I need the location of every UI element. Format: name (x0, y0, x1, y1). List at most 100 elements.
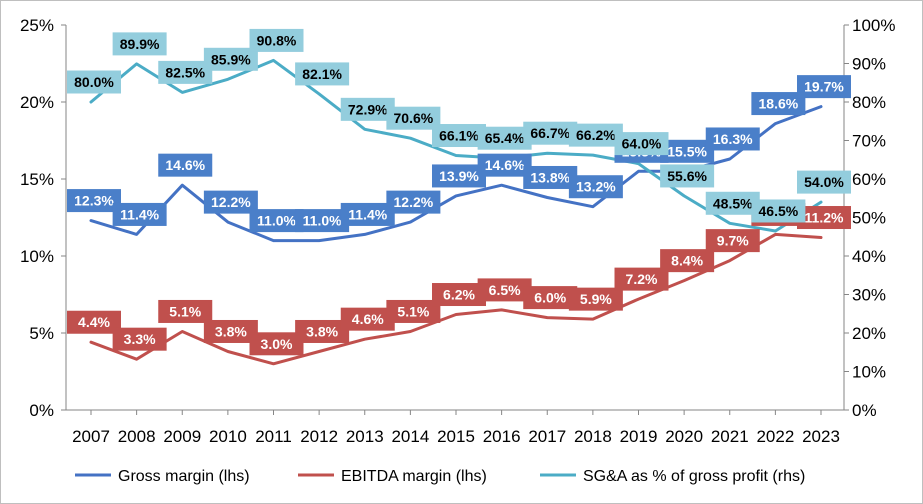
data-label-box (203, 190, 258, 214)
data-label-box (705, 127, 760, 151)
data-label-box (432, 124, 486, 148)
x-tick-label: 2017 (528, 427, 566, 446)
data-label-box (67, 310, 121, 334)
data-label-box (158, 153, 213, 177)
data-label: 9.7% (717, 233, 749, 249)
data-label-box (614, 132, 669, 156)
data-label: 11.4% (348, 206, 387, 222)
data-label: 14.6% (165, 157, 205, 173)
data-label: 70.6% (394, 110, 434, 126)
data-label: 12.2% (211, 194, 251, 210)
data-label-box (660, 164, 715, 188)
x-tick-label: 2013 (346, 427, 384, 446)
data-label: 7.2% (626, 271, 658, 287)
data-label-box (477, 278, 532, 302)
right-tick-label: 90% (852, 55, 886, 74)
data-label: 4.4% (78, 314, 110, 330)
data-label: 16.3% (713, 131, 753, 147)
data-label: 13.9% (439, 168, 479, 184)
data-label-box (295, 62, 350, 86)
x-tick-label: 2014 (391, 427, 429, 446)
data-label-box (249, 209, 304, 233)
data-label-box (660, 139, 715, 163)
right-tick-label: 70% (852, 132, 886, 151)
data-label: 46.5% (759, 203, 799, 219)
data-label: 64.0% (622, 136, 662, 152)
data-label: 11.4% (120, 206, 159, 222)
data-label-box (477, 153, 532, 177)
series-line-sg-a-as-of-gross-profit-rhs (89, 58, 823, 233)
left-tick-label: 25% (20, 16, 54, 35)
data-label: 72.9% (348, 101, 388, 117)
data-label-box (203, 319, 258, 343)
data-label-box (249, 28, 304, 52)
x-tick-label: 2023 (802, 427, 840, 446)
legend-label: SG&A as % of gross profit (rhs) (583, 468, 805, 485)
data-label: 11.0% (303, 213, 342, 229)
data-label: 82.5% (165, 64, 205, 80)
data-label: 12.3% (74, 193, 114, 209)
data-label: 54.0% (804, 174, 844, 190)
data-label-box (112, 202, 167, 226)
data-label: 82.1% (302, 66, 342, 82)
data-label-box (568, 175, 623, 199)
data-label-box (158, 299, 213, 323)
data-label-box (340, 202, 395, 226)
data-label-box (797, 170, 851, 194)
left-axis-ticks: 0% 5% 10% 15% 20% 25% (20, 16, 66, 420)
data-label-box (705, 229, 760, 253)
data-label-box (660, 249, 715, 273)
data-label: 80.0% (74, 74, 114, 90)
data-label-box (158, 60, 213, 84)
left-tick-label: 15% (20, 170, 54, 189)
data-label: 85.9% (211, 51, 251, 67)
x-axis-ticks: 2007 2008 2009 2010 2011 2012 2013 2014 2015 2016… (72, 410, 840, 446)
data-label: 6.5% (489, 282, 521, 298)
data-label-box (203, 47, 258, 71)
data-label-box (705, 191, 760, 215)
data-label-box (523, 286, 578, 310)
data-label: 19.7% (804, 79, 844, 95)
data-label-box (295, 209, 350, 233)
x-tick-label: 2010 (209, 427, 247, 446)
data-label: 14.6% (485, 157, 525, 173)
left-tick-label: 10% (20, 247, 54, 266)
data-label: 66.1% (439, 128, 479, 144)
left-tick-label: 0% (29, 401, 54, 420)
data-label-box (751, 92, 806, 116)
x-tick-label: 2008 (118, 427, 156, 446)
data-label-box (568, 287, 623, 311)
data-label-box (340, 307, 395, 331)
right-tick-label: 50% (852, 209, 886, 228)
x-tick-label: 2020 (665, 427, 703, 446)
right-tick-label: 80% (852, 93, 886, 112)
data-label: 3.3% (124, 331, 156, 347)
data-label-box (112, 327, 167, 351)
right-tick-label: 0% (852, 401, 877, 420)
data-label: 12.2% (394, 194, 434, 210)
x-tick-label: 2007 (72, 427, 110, 446)
data-label: 8.4% (671, 253, 703, 269)
left-tick-label: 20% (20, 93, 54, 112)
data-label-box (340, 97, 395, 121)
data-label-box (751, 199, 806, 223)
x-tick-label: 2015 (437, 427, 475, 446)
data-label-box (432, 164, 486, 188)
data-label: 5.1% (397, 303, 429, 319)
data-label: 90.8% (257, 32, 297, 48)
data-label: 11.0% (257, 213, 296, 229)
data-label-box (523, 121, 578, 145)
data-label: 4.6% (352, 311, 384, 327)
x-tick-label: 2016 (483, 427, 521, 446)
data-label: 13.2% (576, 179, 616, 195)
x-tick-label: 2009 (163, 427, 201, 446)
data-label: 6.0% (534, 290, 566, 306)
data-label: 13.8% (530, 169, 570, 185)
right-tick-label: 60% (852, 170, 886, 189)
x-tick-label: 2021 (711, 427, 749, 446)
data-label-box (432, 283, 486, 307)
data-label-box (477, 126, 532, 150)
data-label: 5.1% (169, 303, 201, 319)
